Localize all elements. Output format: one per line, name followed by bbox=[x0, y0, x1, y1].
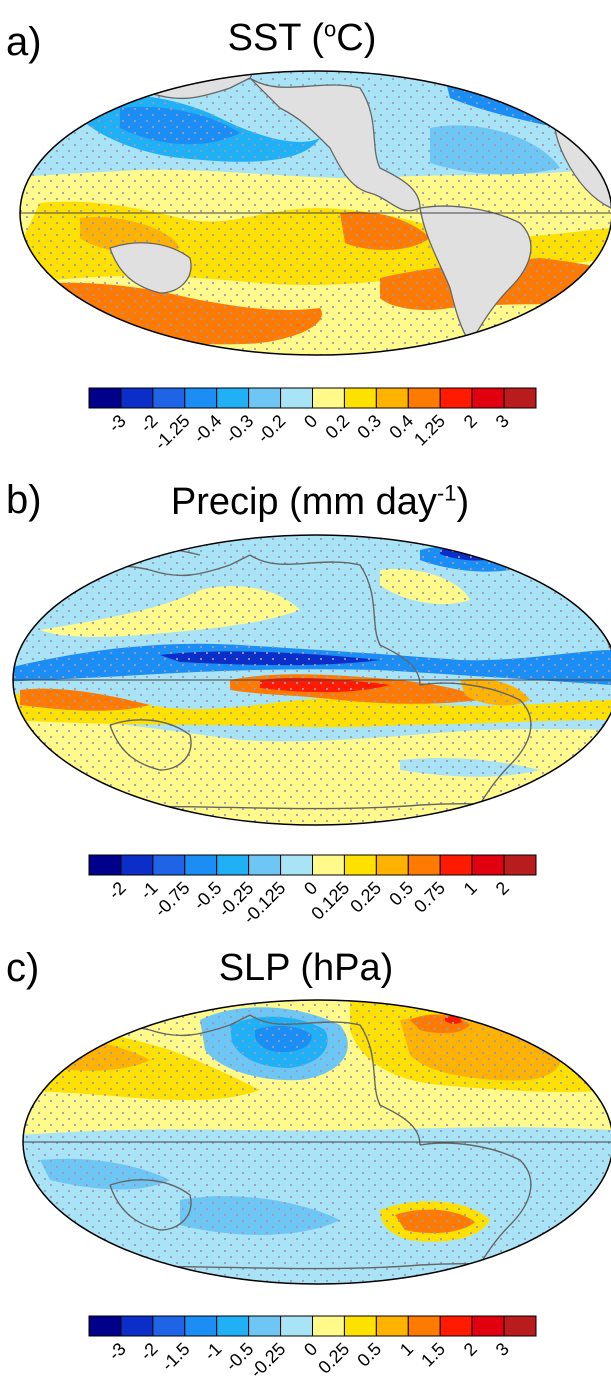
colorbar-swatch bbox=[407, 387, 441, 409]
colorbar-swatch bbox=[471, 1315, 505, 1337]
slp-map bbox=[22, 999, 611, 1285]
colorbar-swatch bbox=[120, 387, 154, 409]
colorbar-swatch bbox=[503, 387, 537, 409]
colorbar-tick-label: 0.75 bbox=[410, 878, 449, 917]
colorbar-ticks: -3 -2-1.25-0.4-0.3-0.2 0 0.2 0.3 0.41.25 2 3 bbox=[104, 411, 513, 454]
title-sup: -1 bbox=[436, 480, 457, 506]
colorbar-tick-label: 0 bbox=[300, 878, 321, 899]
colorbar-swatch bbox=[88, 387, 122, 409]
colorbar-tick-label: 1.5 bbox=[417, 1339, 449, 1371]
colorbar-swatch bbox=[503, 1315, 537, 1337]
colorbar-tick-label: -0.2 bbox=[253, 411, 289, 447]
slp-colorbar: -3 -2-1.5 -1-0.5-0.25 00.25 0.5 1 1.5 2 3 bbox=[88, 1315, 537, 1382]
colorbar-swatch bbox=[152, 1315, 186, 1337]
colorbar-tick-label: 3 bbox=[492, 1339, 513, 1360]
colorbar-swatch bbox=[312, 1315, 345, 1337]
panel-slp: c) SLP (hPa) bbox=[0, 930, 611, 1382]
colorbar-swatch bbox=[152, 854, 186, 876]
panel-letter: a) bbox=[6, 20, 42, 64]
colorbar-swatch bbox=[407, 854, 441, 876]
colorbar-swatch bbox=[248, 1315, 282, 1337]
panel-title: Precip (mm day-1) bbox=[0, 482, 611, 522]
colorbar-tick-label: 1 bbox=[460, 878, 481, 899]
title-end: ) bbox=[456, 481, 470, 523]
colorbar-tick-label: 0 bbox=[300, 411, 321, 432]
colorbar-swatch bbox=[375, 854, 409, 876]
colorbar-swatch bbox=[312, 854, 345, 876]
sst-map bbox=[19, 70, 611, 356]
colorbar-swatch bbox=[280, 854, 314, 876]
colorbar-swatch bbox=[216, 854, 250, 876]
colorbar-swatch bbox=[184, 854, 218, 876]
colorbar-tick-label: 1.25 bbox=[410, 411, 449, 450]
colorbar-swatch bbox=[216, 1315, 250, 1337]
sst-colorbar: -3 -2-1.25-0.4-0.3-0.2 0 0.2 0.3 0.41.25 2 3 bbox=[88, 387, 537, 454]
title-end: C) bbox=[336, 17, 377, 59]
colorbar-tick-label: -1.25 bbox=[150, 411, 193, 454]
colorbar-swatch bbox=[439, 854, 473, 876]
colorbar-tick-label: 0 bbox=[300, 1339, 321, 1360]
colorbar-swatches bbox=[88, 1315, 537, 1337]
colorbar-swatch bbox=[439, 387, 473, 409]
colorbar-tick-label: -0.4 bbox=[189, 411, 225, 447]
colorbar-swatch bbox=[88, 1315, 122, 1337]
title-sup: o bbox=[324, 16, 337, 42]
colorbar-tick-label: -1.5 bbox=[158, 1339, 194, 1375]
colorbar-swatch bbox=[152, 387, 186, 409]
colorbar-swatch bbox=[216, 387, 250, 409]
colorbar-swatch bbox=[184, 387, 218, 409]
colorbar-tick-label: 2 bbox=[492, 878, 513, 899]
colorbar-tick-label: 0.3 bbox=[353, 411, 385, 443]
colorbar-tick-label: -0.3 bbox=[221, 411, 257, 447]
colorbar-tick-label: 2 bbox=[460, 411, 481, 432]
colorbar-swatches bbox=[88, 854, 537, 876]
panel-letter: b) bbox=[6, 478, 42, 522]
colorbar-swatch bbox=[248, 854, 282, 876]
colorbar-swatch bbox=[503, 854, 537, 876]
colorbar-swatch bbox=[471, 387, 505, 409]
colorbar-swatch bbox=[248, 387, 282, 409]
colorbar-swatch bbox=[375, 387, 409, 409]
colorbar-tick-label: 3 bbox=[492, 411, 513, 432]
precip-map bbox=[12, 534, 611, 826]
colorbar-swatch bbox=[439, 1315, 473, 1337]
colorbar-ticks: -3 -2-1.5 -1-0.5-0.25 00.25 0.5 1 1.5 2 3 bbox=[104, 1339, 513, 1382]
colorbar-swatch bbox=[343, 1315, 377, 1337]
colorbar-swatch bbox=[120, 1315, 154, 1337]
colorbar-swatch bbox=[184, 1315, 218, 1337]
title-text: SLP (hPa) bbox=[218, 947, 394, 989]
colorbar-swatch bbox=[375, 1315, 409, 1337]
colorbar-swatch bbox=[343, 387, 377, 409]
colorbar-swatch bbox=[280, 1315, 314, 1337]
colorbar-swatch bbox=[343, 854, 377, 876]
colorbar-swatch bbox=[88, 854, 122, 876]
colorbar-tick-label: 0.25 bbox=[346, 878, 385, 917]
panel-title: SLP (hPa) bbox=[0, 948, 611, 988]
title-text: Precip (mm day bbox=[170, 481, 437, 523]
colorbar-swatches bbox=[88, 387, 537, 409]
colorbar-swatch bbox=[471, 854, 505, 876]
colorbar-swatch bbox=[120, 854, 154, 876]
colorbar-tick-label: -0.25 bbox=[246, 1339, 289, 1382]
panel-sst: a) SST (oC) bbox=[0, 0, 611, 460]
panel-letter: c) bbox=[6, 946, 40, 990]
colorbar-tick-label: 1 bbox=[396, 1339, 417, 1360]
colorbar-swatch bbox=[312, 387, 345, 409]
panel-title: SST (oC) bbox=[0, 18, 611, 58]
colorbar-tick-label: 2 bbox=[460, 1339, 481, 1360]
colorbar-tick-label: -0.75 bbox=[150, 878, 193, 921]
title-text: SST ( bbox=[227, 17, 325, 59]
colorbar-tick-label: 0.5 bbox=[353, 1339, 385, 1371]
colorbar-tick-label: 0.25 bbox=[314, 1339, 353, 1378]
colorbar-tick-label: -3 bbox=[104, 411, 129, 436]
colorbar-tick-label: 0.125 bbox=[307, 878, 353, 923]
panel-precip: b) Precip (mm day-1) bbox=[0, 460, 611, 930]
colorbar-tick-label: -3 bbox=[104, 1339, 129, 1364]
colorbar-swatch bbox=[407, 1315, 441, 1337]
colorbar-swatch bbox=[280, 387, 314, 409]
colorbar-tick-label: 0.2 bbox=[321, 411, 353, 443]
colorbar-tick-label: -2 bbox=[104, 878, 129, 903]
